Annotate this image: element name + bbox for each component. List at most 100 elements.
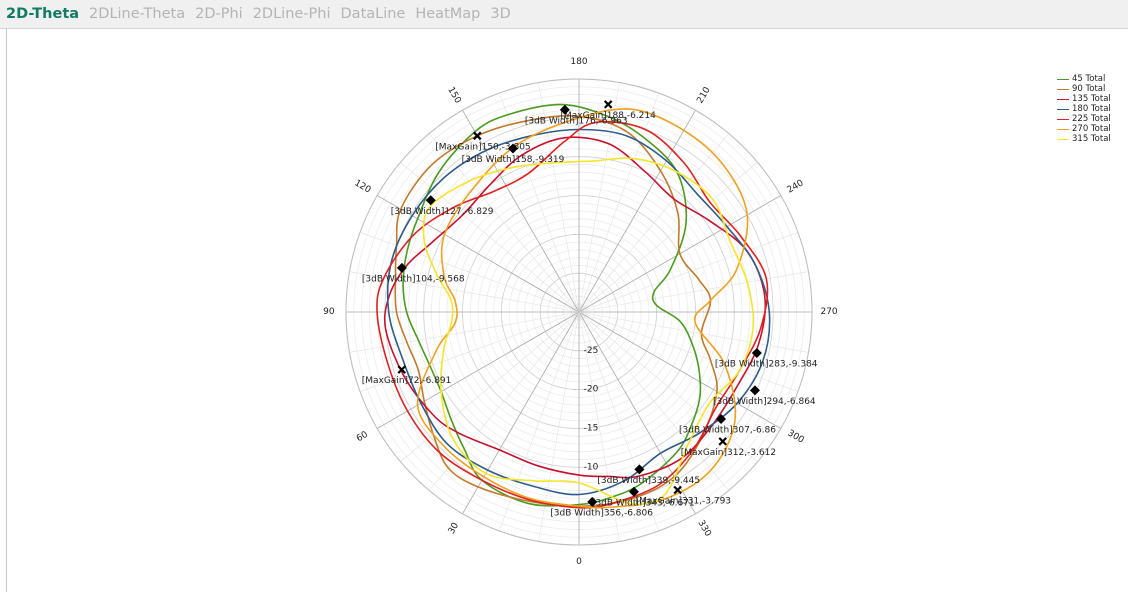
grid-spoke — [377, 195, 580, 313]
legend-label: 90 Total — [1072, 84, 1106, 94]
radial-tick-label: -10 — [584, 462, 599, 472]
annotation-label: [3dB Width]283,-9.384 — [715, 360, 818, 370]
series-line-5 — [376, 120, 769, 509]
grid-outer-ring — [345, 78, 813, 546]
legend-label: 270 Total — [1072, 124, 1111, 134]
tab-2dline-theta[interactable]: 2DLine-Theta — [89, 6, 186, 22]
legend-swatch — [1057, 88, 1069, 90]
annotation-marker-diamond — [749, 385, 760, 396]
legend-swatch — [1057, 108, 1069, 110]
tab-2d-theta[interactable]: 2D-Theta — [6, 6, 80, 22]
chart-legend: 45 Total 90 Total 135 Total 180 Total 225 To… — [1057, 74, 1111, 144]
annotation-marker-diamond — [425, 195, 436, 206]
annotation-marker-x — [718, 437, 727, 446]
grid-spoke — [499, 92, 580, 313]
annotation-marker-x — [472, 131, 482, 141]
grid-spoke — [359, 311, 580, 392]
angle-tick-label: 300 — [786, 428, 806, 445]
legend-item: 270 Total — [1057, 124, 1111, 134]
grid-spoke — [377, 311, 580, 429]
tab-heatmap[interactable]: HeatMap — [415, 6, 481, 22]
angle-tick-label: 30 — [447, 521, 462, 536]
grid-spoke — [429, 311, 580, 491]
grid-spoke — [578, 311, 696, 514]
grid-spoke — [578, 82, 620, 313]
annotation-label: [MaxGain]72,-6.891 — [362, 376, 452, 386]
annotation-label: [3dB Width]158,-9.319 — [462, 155, 565, 165]
annotation-marker-diamond — [751, 348, 762, 359]
legend-swatch — [1057, 138, 1069, 140]
annotation-label: [3dB Width]176,-6.963 — [525, 116, 628, 126]
annotation-marker-diamond — [628, 486, 639, 497]
legend-item: 180 Total — [1057, 104, 1111, 114]
grid-spoke — [578, 311, 799, 392]
legend-label: 315 Total — [1072, 134, 1111, 144]
grid-spoke — [578, 311, 758, 462]
annotation-marker-diamond — [507, 143, 518, 154]
angle-tick-label: 270 — [820, 307, 837, 317]
tab-dataline[interactable]: DataLine — [340, 6, 406, 22]
angle-tick-label: 120 — [352, 178, 372, 195]
legend-label: 180 Total — [1072, 104, 1111, 114]
grid-spoke — [578, 232, 799, 313]
angle-tick-label: 0 — [576, 557, 582, 567]
annotation-marker-diamond — [559, 104, 570, 115]
grid-spoke — [400, 311, 580, 462]
grid-spoke — [462, 110, 580, 313]
annotation-label: [3dB Width]294,-6.864 — [713, 397, 816, 407]
grid-spoke — [578, 311, 809, 353]
radial-tick-label: -15 — [584, 424, 599, 434]
legend-swatch — [1057, 128, 1069, 130]
grid-spoke — [429, 133, 580, 313]
radial-tick-label: -25 — [584, 346, 599, 356]
annotation-label: [MaxGain]331,-3.793 — [636, 497, 731, 507]
grid-spoke — [578, 311, 729, 491]
annotation-label: [3dB Width]307,-6.86 — [679, 426, 776, 436]
polar-grid — [345, 78, 813, 546]
view-tab-bar: 2D-Theta 2DLine-Theta 2D-Phi 2DLine-Phi … — [0, 0, 1128, 29]
legend-label: 135 Total — [1072, 94, 1111, 104]
grid-spoke — [578, 133, 729, 313]
angle-tick-label: 180 — [570, 57, 587, 67]
angle-tick-label: 210 — [695, 85, 712, 105]
angle-tick-label: 90 — [323, 307, 335, 317]
annotation-marker-diamond — [634, 464, 645, 475]
annotation-marker-diamond — [587, 496, 598, 507]
series-line-7 — [422, 157, 755, 506]
grid-spoke — [578, 162, 758, 313]
angle-tick-label: 240 — [786, 178, 806, 195]
legend-swatch — [1057, 118, 1069, 120]
legend-item: 45 Total — [1057, 74, 1111, 84]
legend-item: 225 Total — [1057, 114, 1111, 124]
annotation-marker-x — [603, 100, 613, 109]
grid-spoke — [349, 311, 580, 353]
annotation-label: [3dB Width]339,-9.445 — [597, 476, 700, 486]
legend-swatch — [1057, 98, 1069, 100]
angle-tick-label: 150 — [445, 85, 462, 105]
tab-2d-phi[interactable]: 2D-Phi — [195, 6, 243, 22]
grid-spoke — [578, 110, 696, 313]
series-line-3 — [383, 136, 767, 479]
annotation-label: [MaxGain]188,-6.214 — [560, 111, 656, 121]
annotation-label: [MaxGain]312,-3.612 — [681, 448, 776, 458]
annotation-label: [3dB Width]356,-6.806 — [550, 508, 653, 518]
grid-spoke — [578, 311, 781, 429]
angle-tick-label: 330 — [695, 519, 712, 539]
series-line-6 — [416, 108, 749, 509]
annotation-marker-x — [397, 365, 407, 374]
annotation-label: [3dB Width]343,-6.671 — [592, 498, 695, 508]
annotation-label: [MaxGain]150,-3.805 — [435, 142, 530, 152]
legend-item: 90 Total — [1057, 84, 1111, 94]
tab-3d[interactable]: 3D — [490, 6, 511, 22]
annotation-label: [3dB Width]104,-9.568 — [362, 274, 465, 284]
grid-spoke — [578, 271, 809, 313]
legend-item: 135 Total — [1057, 94, 1111, 104]
radial-tick-label: -20 — [584, 385, 599, 395]
series-line-2 — [394, 114, 718, 508]
angle-tick-label: 60 — [355, 430, 370, 445]
tab-2dline-phi[interactable]: 2DLine-Phi — [252, 6, 331, 22]
polar-chart: 0 30 60 90 120 150 180 210 240 270 300 330 -25 -20 -15… — [323, 57, 838, 567]
grid-spoke — [538, 82, 580, 313]
chart-panel: 0 30 60 90 120 150 180 210 240 270 300 330 -25 -20 -15… — [6, 29, 1128, 592]
annotation-label: [3dB Width]127,-6.829 — [391, 207, 494, 217]
